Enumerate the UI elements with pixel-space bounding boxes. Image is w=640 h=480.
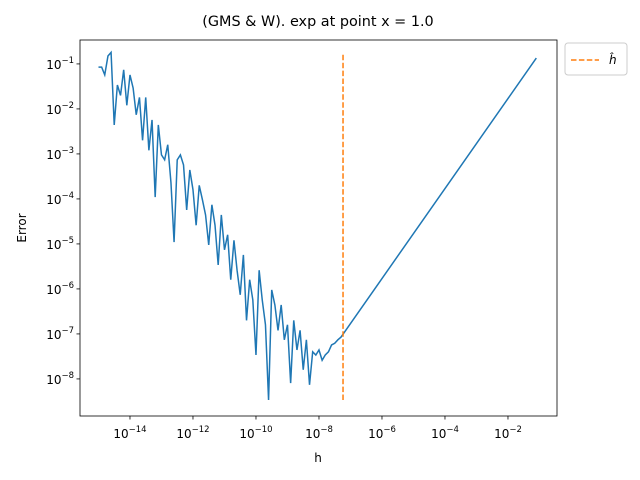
chart-title: (GMS & W). exp at point x = 1.0 — [202, 14, 433, 30]
tick-label: 10−2 — [494, 425, 522, 441]
tick-label: 10−4 — [46, 191, 74, 207]
legend: ĥ — [564, 42, 628, 76]
series-line — [98, 50, 537, 401]
tick-label: 10−6 — [368, 425, 396, 441]
x-axis-label: h — [314, 451, 322, 465]
tick-label: 10−12 — [176, 425, 209, 441]
tick-label: 10−4 — [431, 425, 459, 441]
tick-label: 10−10 — [239, 425, 272, 441]
tick-label: 10−2 — [46, 101, 74, 117]
tick-label: 10−14 — [113, 425, 146, 441]
y-axis-label: Error — [15, 213, 29, 242]
tick-label: 10−6 — [46, 281, 74, 297]
tick-label: 10−8 — [46, 371, 74, 387]
tick-label: 10−7 — [46, 326, 74, 342]
plot-frame — [79, 39, 558, 417]
tick-label: 10−3 — [46, 146, 74, 162]
legend-box — [564, 42, 628, 76]
tick-label: 10−8 — [305, 425, 333, 441]
tick-label: 10−5 — [46, 236, 74, 252]
tick-label: 10−1 — [46, 56, 74, 72]
legend-label: ĥ — [609, 52, 617, 67]
